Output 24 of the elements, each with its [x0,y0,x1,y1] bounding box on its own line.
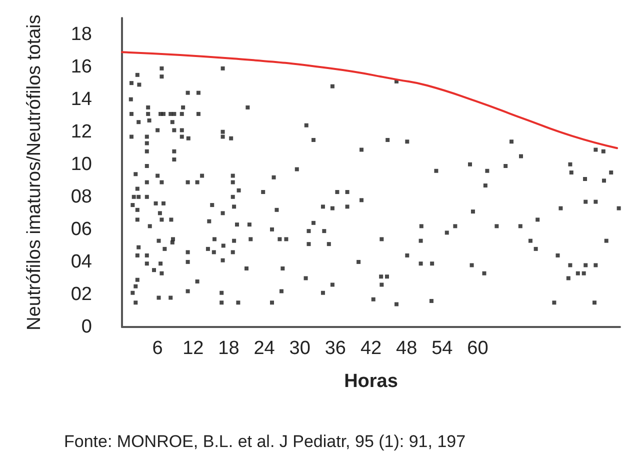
y-tick-label: 08 [70,186,92,208]
x-tick-label: 30 [289,338,310,359]
x-tick-label: 12 [182,338,204,359]
x-tick-label: 18 [218,338,240,359]
x-tick-label: 24 [254,338,276,359]
y-tick-label: 10 [70,154,92,175]
x-axis-title: Horas [344,371,398,392]
y-tick-label: 06 [70,218,92,240]
source-note: Fonte: MONROE, B.L. et al. J Pediatr, 95 (1): 91, 197 [64,432,466,451]
y-tick-label: 0 [81,316,92,338]
line-series [121,51,618,150]
x-tick-label: 54 [432,338,454,359]
y-tick-label: 14 [70,88,92,110]
x-tick-label: 42 [360,338,382,359]
x-tick-label: 36 [324,338,346,359]
y-axis-title: Neutrófilos imaturos/Neutrófilos totais [24,14,45,330]
x-tick-label: 48 [396,338,418,359]
x-tick-label: 6 [152,338,163,359]
y-tick-label: 02 [70,284,92,305]
x-tick-label: 60 [467,338,488,359]
y-tick-label: 04 [70,251,92,272]
y-tick-label: 18 [70,24,92,45]
y-tick-label: 16 [70,56,92,78]
y-tick-label: 12 [70,121,92,142]
